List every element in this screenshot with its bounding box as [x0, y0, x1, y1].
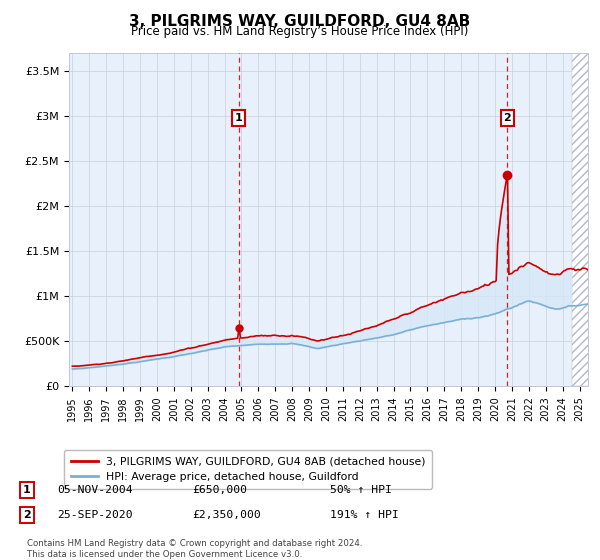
Text: 2: 2: [503, 113, 511, 123]
Text: £650,000: £650,000: [192, 485, 247, 495]
Text: £2,350,000: £2,350,000: [192, 510, 261, 520]
Text: 2: 2: [23, 510, 31, 520]
Text: 1: 1: [235, 113, 242, 123]
Text: 1: 1: [23, 485, 31, 495]
Text: 3, PILGRIMS WAY, GUILDFORD, GU4 8AB: 3, PILGRIMS WAY, GUILDFORD, GU4 8AB: [130, 14, 470, 29]
Text: Price paid vs. HM Land Registry’s House Price Index (HPI): Price paid vs. HM Land Registry’s House …: [131, 25, 469, 38]
Text: 191% ↑ HPI: 191% ↑ HPI: [330, 510, 399, 520]
Legend: 3, PILGRIMS WAY, GUILDFORD, GU4 8AB (detached house), HPI: Average price, detach: 3, PILGRIMS WAY, GUILDFORD, GU4 8AB (det…: [64, 450, 432, 488]
Text: 05-NOV-2004: 05-NOV-2004: [57, 485, 133, 495]
Text: Contains HM Land Registry data © Crown copyright and database right 2024.: Contains HM Land Registry data © Crown c…: [27, 539, 362, 548]
Text: 25-SEP-2020: 25-SEP-2020: [57, 510, 133, 520]
Text: This data is licensed under the Open Government Licence v3.0.: This data is licensed under the Open Gov…: [27, 550, 302, 559]
Text: 50% ↑ HPI: 50% ↑ HPI: [330, 485, 392, 495]
